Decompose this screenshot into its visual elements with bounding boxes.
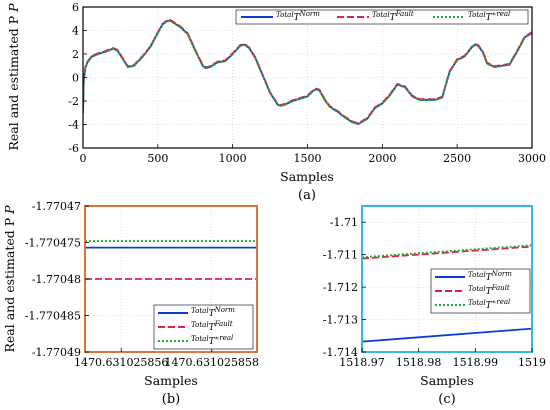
y-tick-label: -1.77049 — [32, 346, 81, 359]
legend-label-2: TotalTFault — [372, 10, 414, 23]
y-tick-label: -2 — [68, 95, 79, 108]
legend-label-2: TotalTFault — [468, 284, 510, 297]
a-panel-label: (a) — [298, 188, 316, 203]
y-tick-label: 0 — [72, 72, 79, 85]
y-tick-label: -1.770485 — [25, 310, 81, 323]
c-lines — [362, 244, 532, 343]
b-ylabel: Real and estimated P P — [2, 205, 17, 353]
c-frame — [361, 205, 533, 353]
a-xlabel: Samples — [280, 169, 334, 184]
y-tick-label: -1.711 — [323, 249, 358, 262]
b-lines — [85, 240, 257, 280]
a-lines — [83, 18, 532, 126]
y-tick-label: -1.77047 — [32, 200, 81, 213]
x-tick-label: 1470.631025856 — [74, 356, 168, 369]
y-tick-label: 4 — [72, 25, 79, 38]
y-tick-label: 2 — [72, 48, 79, 61]
x-tick-label: 1470.631025858 — [164, 356, 258, 369]
x-tick-label: 2500 — [443, 152, 471, 165]
series-line-2 — [362, 245, 532, 260]
x-tick-label: 2000 — [368, 152, 396, 165]
legend-box — [235, 9, 529, 25]
x-tick-label: 0 — [80, 152, 87, 165]
legend-label-1: TotalTNorm — [276, 10, 320, 23]
y-tick-label: -1.712 — [323, 281, 358, 294]
a-ylabel: Real and estimated P P — [6, 3, 21, 151]
x-tick-label: 500 — [147, 152, 168, 165]
legend-label-3: TotalT∗real — [191, 334, 233, 347]
x-tick-label: 1518.99 — [453, 356, 499, 369]
y-tick-label: 6 — [72, 1, 79, 14]
b-panel-label: (b) — [162, 392, 180, 407]
x-tick-label: 1500 — [294, 152, 322, 165]
panel-c: 1518.97 1518.98 1518.99 1519 -1.71 -1.711 -1.7… — [323, 205, 546, 407]
panel-a: 0 500 1000 1500 2000 2500 3000 -6 -4 -2 0 2 4 6 Sampl… — [6, 1, 546, 203]
b-xlabel: Samples — [144, 373, 198, 388]
c-ticks: 1518.97 1518.98 1518.99 1519 -1.71 -1.711 -1.7… — [323, 216, 546, 369]
series-line-1 — [83, 19, 532, 125]
series-line-1 — [362, 327, 532, 343]
a-ticks: 0 500 1000 1500 2000 2500 3000 -6 -4 -2 0 2 4 6 — [68, 1, 546, 165]
x-tick-label: 3000 — [518, 152, 546, 165]
legend-label-1: TotalTNorm — [191, 306, 235, 319]
series-line-3 — [83, 19, 532, 126]
y-tick-label: -1.77048 — [32, 273, 81, 286]
legend-label-3: TotalT∗real — [468, 298, 510, 311]
legend-label-1: TotalTNorm — [468, 270, 512, 283]
series-line-2 — [83, 18, 532, 125]
x-tick-label: 1000 — [219, 152, 247, 165]
y-tick-label: -4 — [68, 119, 79, 132]
x-tick-label: 1518.97 — [339, 356, 385, 369]
a-legend: TotalTNorm TotalTFault TotalT∗real — [235, 9, 529, 25]
x-tick-label: 1519 — [518, 356, 546, 369]
y-tick-label: -6 — [68, 142, 79, 155]
y-tick-label: -1.770475 — [25, 237, 81, 250]
x-tick-label: 1518.98 — [396, 356, 442, 369]
legend-label-3: TotalT∗real — [468, 10, 510, 23]
y-tick-label: -1.714 — [323, 346, 358, 359]
ylabel-variable: P — [2, 205, 17, 218]
c-panel-label: (c) — [438, 392, 455, 407]
legend-label-2: TotalTFault — [191, 320, 233, 333]
ylabel-variable: P — [6, 3, 21, 16]
y-tick-label: -1.71 — [330, 216, 358, 229]
c-xlabel: Samples — [420, 373, 474, 388]
y-tick-label: -1.713 — [323, 314, 358, 327]
series-line-3 — [362, 244, 532, 259]
a-grid — [82, 6, 533, 149]
